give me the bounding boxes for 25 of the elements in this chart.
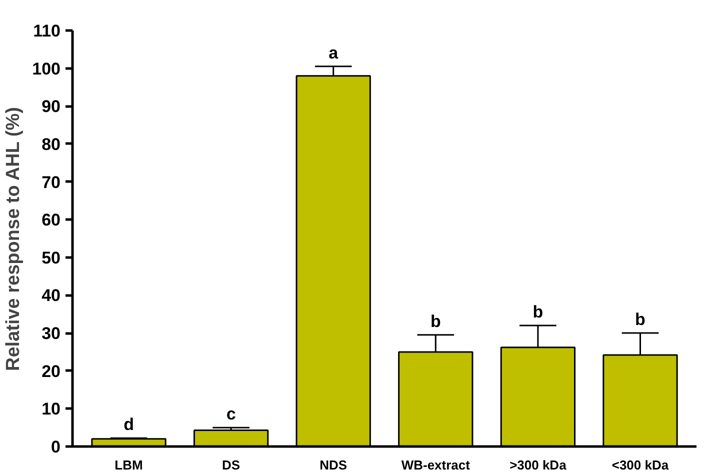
y-tick-label: 80 <box>42 134 61 154</box>
y-tick-label: 10 <box>42 400 61 419</box>
annotation: b <box>430 312 441 331</box>
x-tick-label: WB-extract <box>401 458 471 472</box>
annotation: b <box>635 310 646 330</box>
x-tick-label: NDS <box>320 458 348 472</box>
annotation: a <box>328 43 339 62</box>
x-tick-label: <300 kDa <box>612 458 670 472</box>
y-tick-label: 30 <box>42 324 61 344</box>
annotation: d <box>124 415 134 434</box>
annotation: b <box>532 302 544 322</box>
y-tick-label: 50 <box>42 248 61 268</box>
y-tick-label: 0 <box>51 438 61 456</box>
y-tick-label: 100 <box>32 59 61 78</box>
y-tick-label: 40 <box>42 286 61 306</box>
y-tick-label: 90 <box>42 97 61 116</box>
x-tick-label: DS <box>222 458 240 472</box>
y-tick-label: 110 <box>33 22 61 40</box>
x-tick-label: LBM <box>114 458 143 472</box>
x-tick-label: >300 kDa <box>510 458 568 472</box>
annotation: c <box>226 404 236 424</box>
y-axis-title: Relative response to AHL (%) <box>3 107 24 371</box>
y-tick-label: 70 <box>42 172 61 192</box>
y-tick-label: 60 <box>42 210 61 230</box>
y-tick-label: 20 <box>42 362 61 381</box>
